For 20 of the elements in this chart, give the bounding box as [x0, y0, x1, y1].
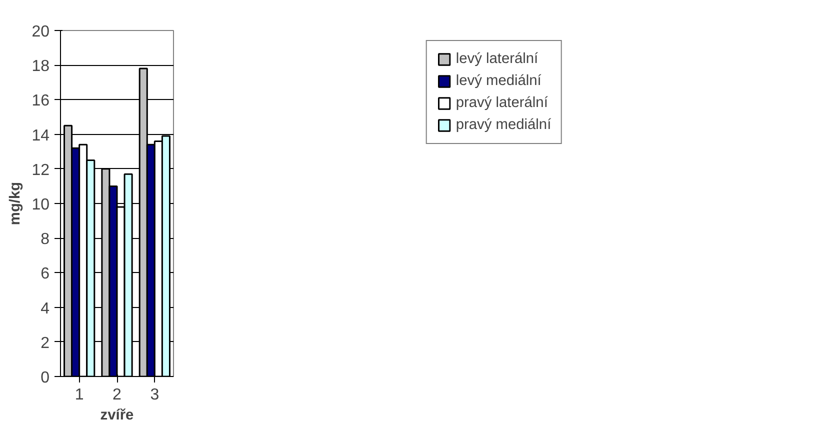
y-tick-label: 20	[32, 24, 50, 40]
y-tick-label: 0	[40, 370, 50, 386]
y-tick-label: 16	[32, 92, 50, 110]
x-tick-label: 2	[112, 386, 122, 404]
x-tick-label: 3	[150, 386, 160, 404]
legend-label: levý laterální	[456, 51, 538, 67]
legend-label: levý mediální	[456, 73, 542, 89]
legend-label: pravý laterální	[456, 95, 548, 111]
x-axis-title: zvíře	[100, 408, 134, 424]
legend-label: pravý mediální	[456, 117, 552, 133]
y-tick-label: 10	[32, 196, 50, 214]
y-axis-title: mg/kg	[8, 182, 24, 226]
y-tick-label: 8	[40, 231, 50, 248]
y-tick-label: 6	[40, 266, 50, 283]
y-tick-label: 4	[40, 300, 50, 318]
y-tick-label: 2	[40, 334, 50, 352]
y-tick-label: 18	[32, 58, 50, 76]
y-tick-label: 12	[32, 162, 50, 179]
x-tick-label: 1	[74, 386, 84, 404]
y-tick-label: 14	[32, 127, 50, 144]
